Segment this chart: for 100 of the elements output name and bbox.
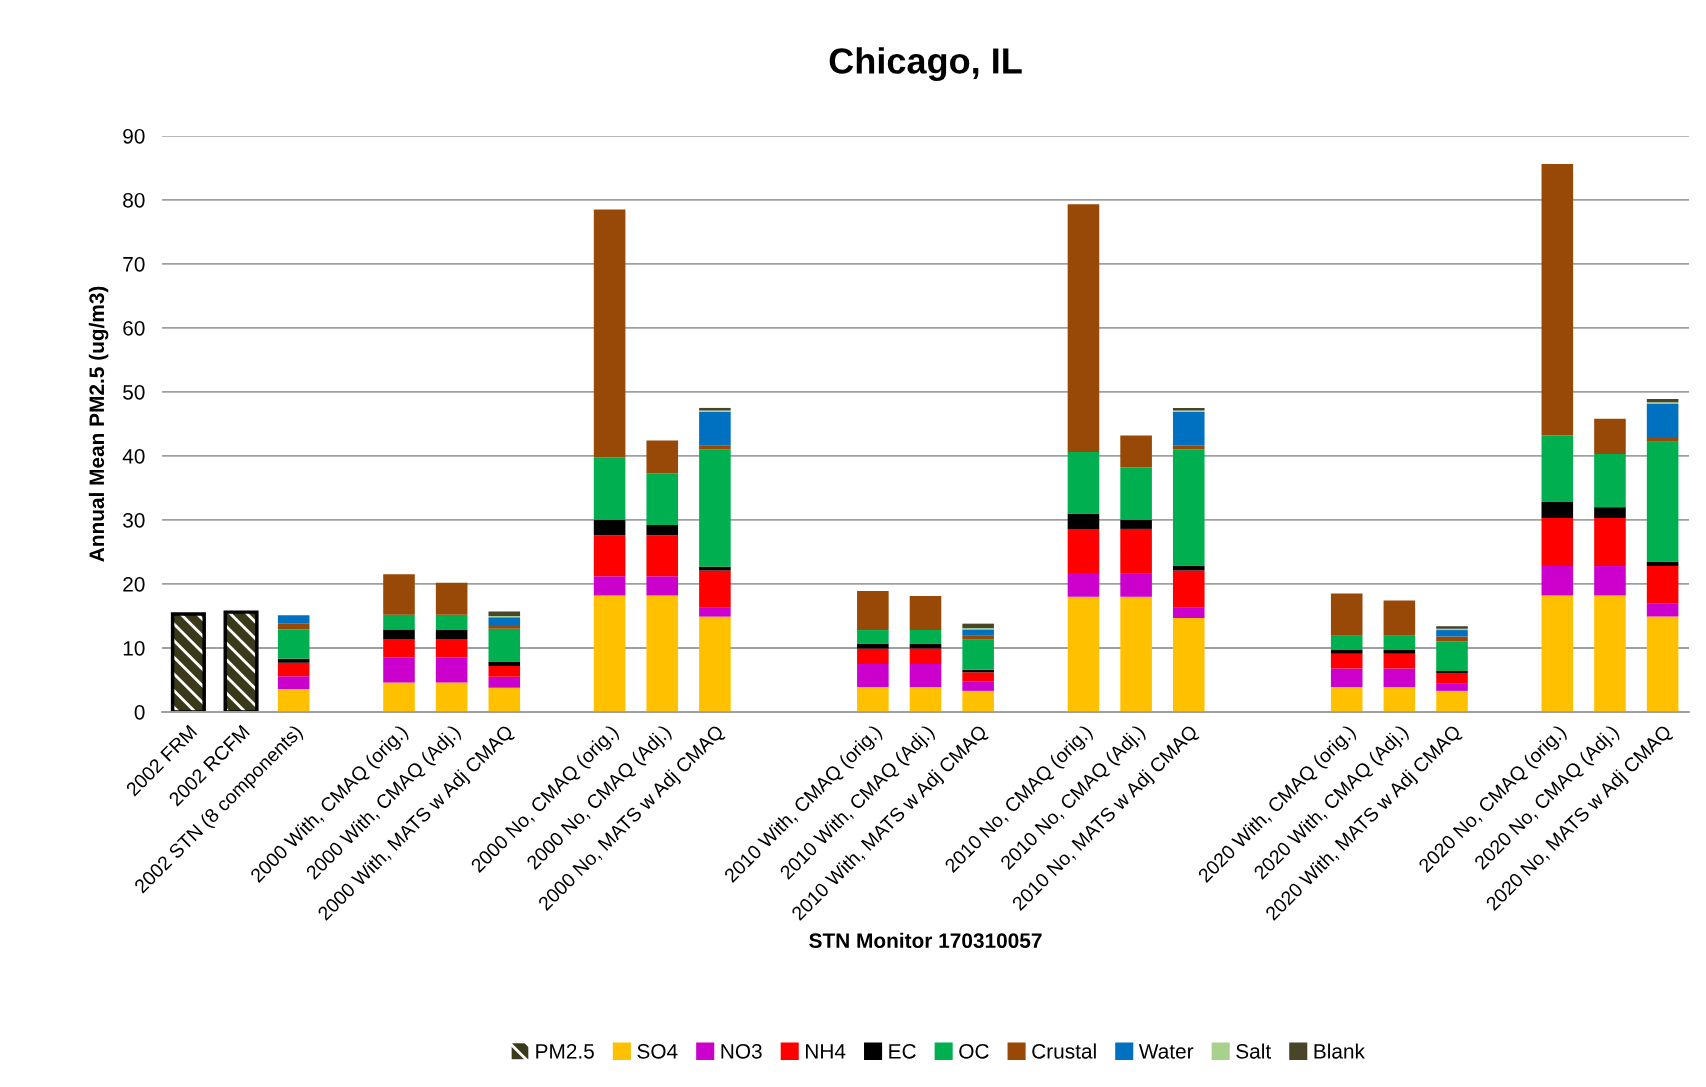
bar: [1594, 518, 1626, 567]
bar: [857, 663, 889, 688]
bar: [699, 445, 731, 450]
bar: [1067, 528, 1100, 574]
bar: [699, 570, 731, 608]
bar: [909, 648, 942, 664]
bar: [435, 614, 468, 630]
bar: [909, 663, 942, 688]
legend-label: Crustal: [1032, 1043, 1096, 1059]
bar: [1436, 672, 1468, 684]
bar: [646, 576, 679, 596]
bar: [383, 574, 415, 615]
bar: [1541, 502, 1574, 519]
bar: [646, 525, 679, 536]
bar: [699, 616, 731, 712]
bar: [699, 411, 731, 446]
bar: [435, 582, 468, 615]
bar: [1172, 565, 1205, 571]
bar: [277, 676, 310, 689]
bar: [1172, 617, 1205, 712]
bar: [857, 687, 889, 712]
bar: [1120, 519, 1152, 529]
bar: [488, 628, 521, 662]
bar: [1594, 418, 1626, 455]
legend-label: OC: [959, 1043, 989, 1059]
bar: [1594, 507, 1626, 519]
legend-label: EC: [889, 1043, 916, 1059]
y-tick-label: 50: [123, 384, 145, 400]
bar: [593, 457, 626, 520]
bar: [593, 576, 626, 596]
bar: [962, 623, 994, 629]
bar: [646, 595, 679, 712]
bar: [857, 648, 889, 664]
bar: [277, 658, 310, 663]
x-axis-title: STN Monitor 170310057: [809, 932, 1042, 949]
y-tick-label: 40: [122, 448, 145, 464]
y-tick-label: 80: [123, 192, 145, 208]
bar: [1120, 467, 1152, 520]
bar: [1383, 635, 1416, 650]
bar: [1330, 687, 1363, 712]
bar: [1594, 566, 1626, 596]
bar: [488, 617, 521, 625]
bar: [1330, 653, 1363, 669]
bar: [1646, 441, 1679, 562]
bar: [646, 473, 679, 526]
bar: [435, 682, 468, 712]
bar: [277, 662, 310, 677]
bar: [1120, 528, 1152, 574]
bar: [1172, 449, 1205, 566]
bar: [909, 687, 942, 712]
bar: [1172, 570, 1205, 608]
bar: [1383, 600, 1416, 636]
bar: [1646, 566, 1679, 604]
bar: [1541, 435, 1574, 503]
bar: [277, 615, 310, 624]
bar: [1383, 668, 1416, 688]
bar: [909, 643, 942, 649]
bar: [857, 630, 889, 644]
bar: [1120, 435, 1152, 468]
bar: [488, 611, 521, 616]
y-tick-label: 60: [123, 320, 145, 336]
bar: [435, 639, 468, 658]
bar: [699, 449, 731, 567]
y-tick-label: 70: [123, 256, 145, 272]
bar: [383, 629, 415, 640]
bar: [1646, 616, 1679, 712]
legend-label: Blank: [1314, 1043, 1365, 1059]
y-axis-title: Annual Mean PM2.5 (ug/m3): [88, 286, 109, 562]
bar: [1436, 641, 1468, 672]
bar: [699, 566, 731, 571]
bar: [1330, 593, 1363, 636]
bar: [1646, 398, 1679, 403]
bar: [277, 629, 310, 659]
bar: [1330, 649, 1363, 654]
bar: [277, 688, 310, 712]
bar: [593, 535, 626, 577]
bar: [1067, 573, 1100, 597]
chart-title: Chicago, IL: [829, 47, 1022, 82]
bar: [1067, 596, 1100, 712]
bar: [593, 519, 626, 536]
bar: [593, 595, 626, 712]
bar: [962, 672, 994, 682]
bar: [699, 607, 731, 617]
y-tick-label: 20: [123, 576, 145, 592]
bar: [1383, 687, 1416, 712]
bar: [383, 614, 415, 630]
bar: [1172, 445, 1205, 450]
bar: [1646, 438, 1679, 442]
y-tick-label: 90: [123, 128, 145, 144]
bar: [962, 639, 994, 670]
bar: [383, 657, 415, 683]
bar: [1541, 518, 1574, 567]
legend-label: NH4: [806, 1044, 846, 1059]
bar: [488, 665, 521, 677]
bar: [909, 630, 942, 644]
legend-label: SO4: [637, 1043, 678, 1059]
y-tick-label: 30: [123, 512, 145, 528]
bar: [962, 635, 994, 640]
bar: [1067, 452, 1100, 514]
bar: [857, 591, 889, 631]
